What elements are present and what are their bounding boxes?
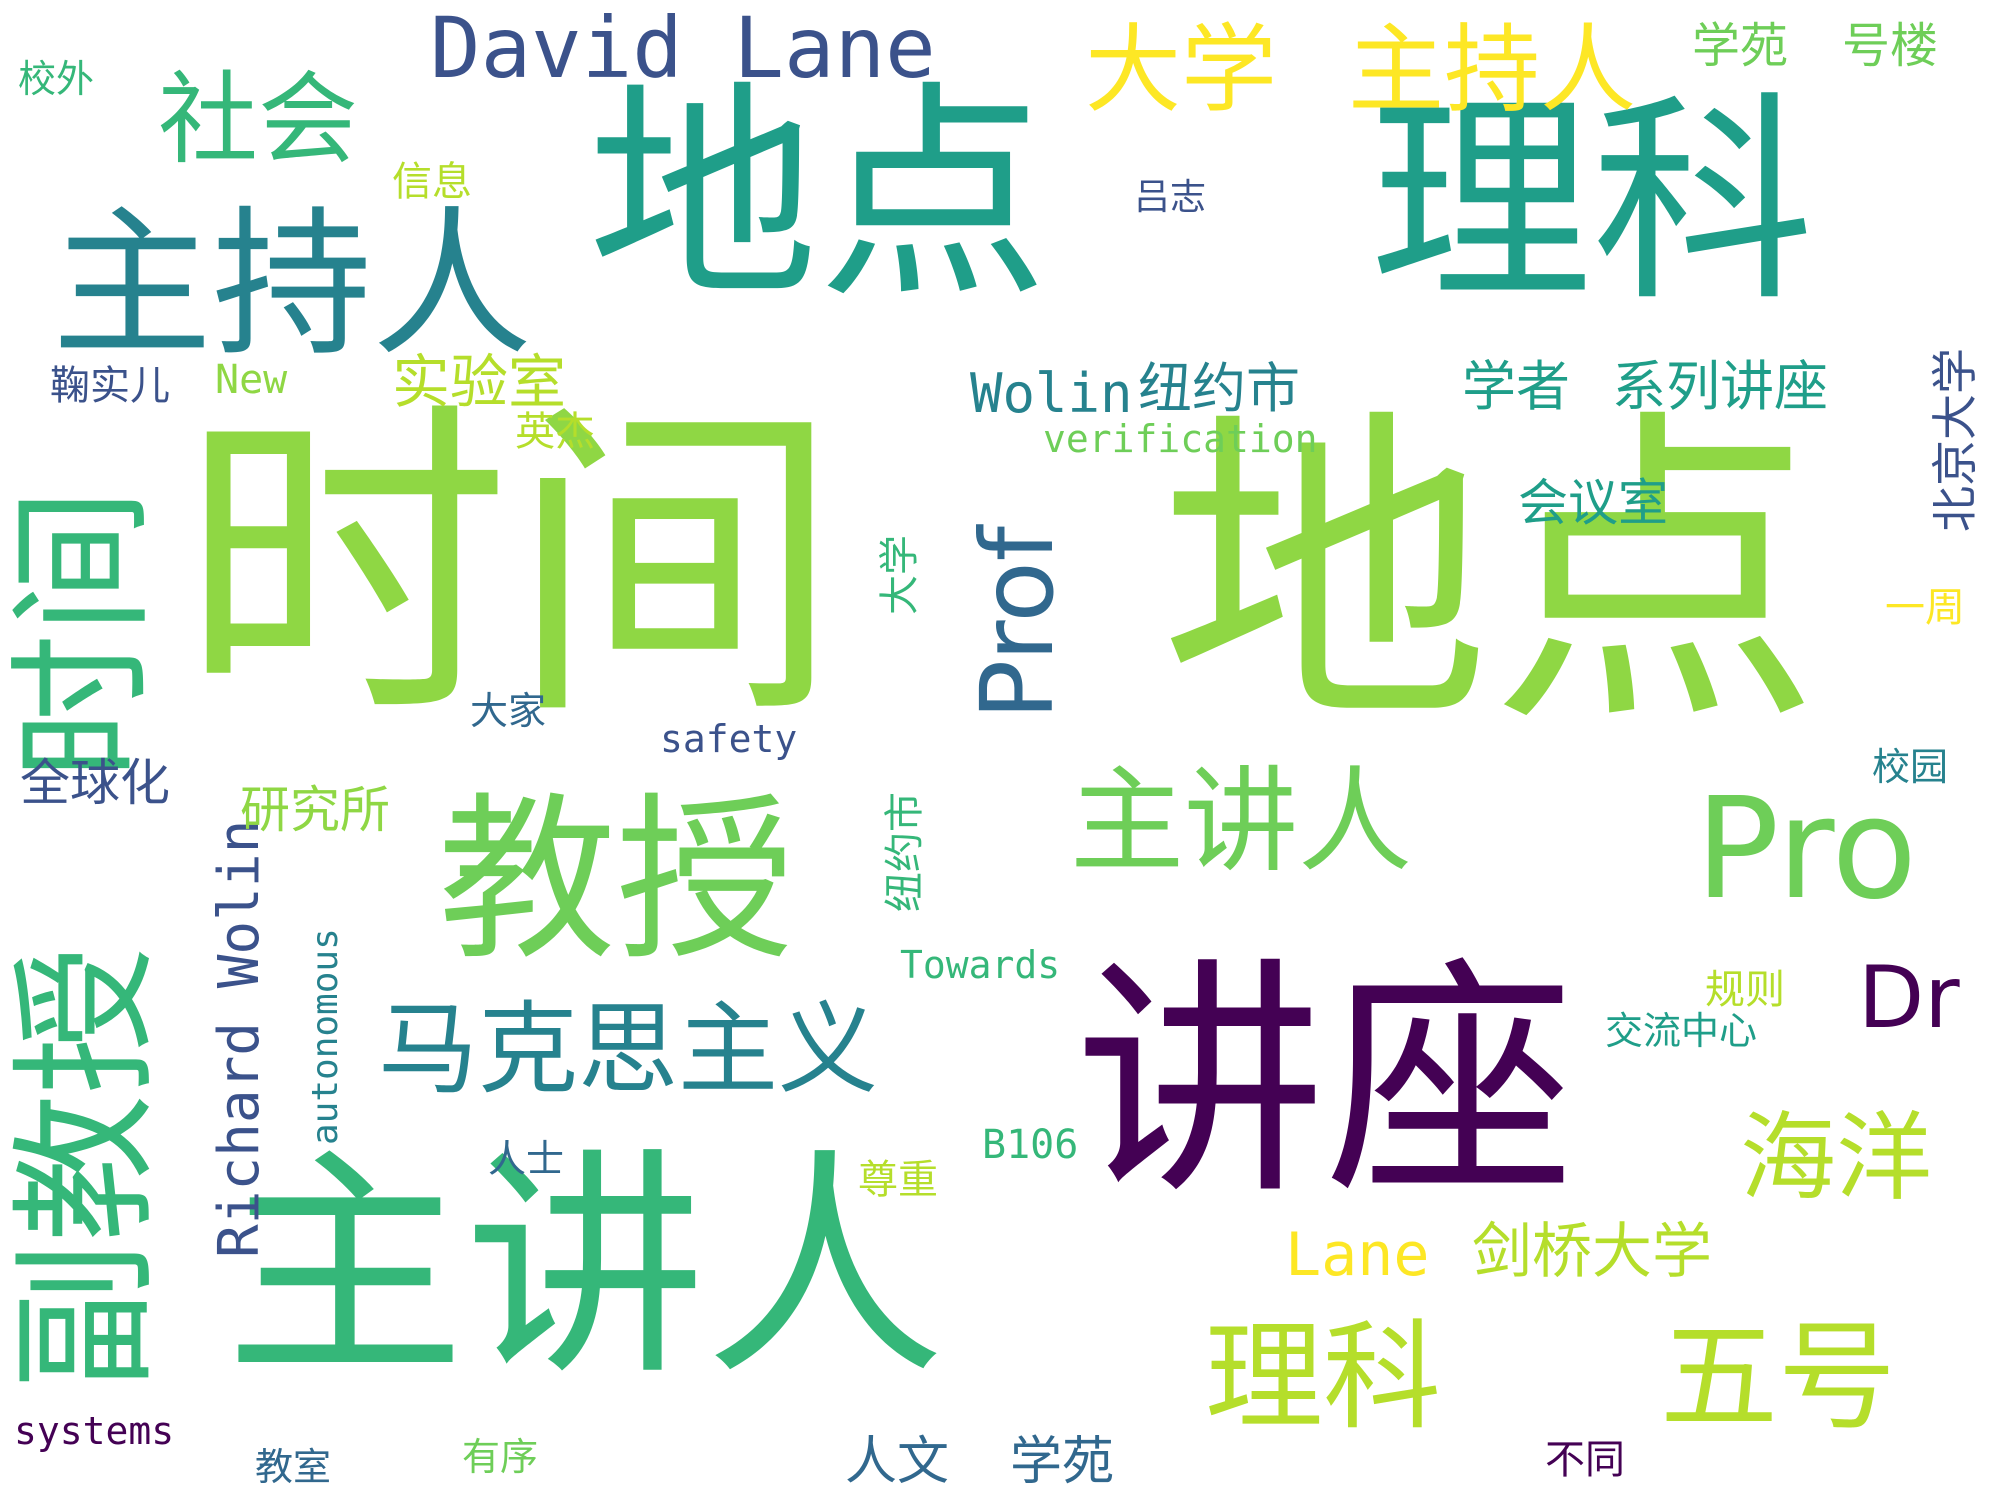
word: 吕志: [1134, 177, 1207, 218]
word: 主持人: [1348, 14, 1636, 126]
word: 尊重: [858, 1157, 938, 1203]
word: 地点: [588, 63, 1049, 330]
word: systems: [14, 1409, 175, 1453]
word: 实验室: [392, 348, 567, 416]
word: 有序: [462, 1435, 539, 1479]
word: 学苑: [1010, 1432, 1115, 1492]
word: safety: [660, 717, 798, 761]
word: 时间: [180, 375, 840, 759]
word: 纽约市: [882, 792, 928, 912]
word: 地点: [1160, 383, 1820, 767]
word: 主持人: [52, 191, 533, 378]
word: 大学: [877, 535, 923, 615]
word: David Lane: [430, 0, 936, 97]
word: 北京大学: [1928, 348, 1982, 532]
word: Wolin: [970, 362, 1133, 425]
word: 学苑: [1692, 18, 1789, 74]
word: 英杰: [515, 409, 595, 455]
word: Towards: [900, 943, 1061, 987]
word: 五号: [1660, 1308, 1897, 1446]
word: 大家: [470, 689, 547, 733]
word: 大学: [1085, 14, 1277, 126]
word: Dr: [1858, 948, 1960, 1048]
word: 交流中心: [1605, 1009, 1758, 1053]
word: 马克思主义: [378, 991, 878, 1108]
word: 规则: [1705, 967, 1785, 1013]
word: 主讲人: [1070, 755, 1413, 888]
word: 人文: [845, 1432, 950, 1492]
word: 讲座: [1075, 937, 1575, 1228]
word: verification: [1043, 417, 1318, 461]
word: New: [215, 357, 288, 403]
word: Lane: [1285, 1220, 1430, 1290]
word: 理科: [1205, 1308, 1442, 1446]
word: 全球化: [20, 754, 170, 812]
word: 信息: [392, 159, 472, 205]
word: 教室: [255, 1445, 332, 1489]
word: 副教授: [0, 946, 172, 1390]
word: B106: [982, 1122, 1079, 1168]
word: 会议室: [1518, 474, 1668, 532]
word: 理科: [1370, 74, 1814, 332]
word: 主讲人: [225, 1128, 946, 1408]
word: 研究所: [240, 781, 390, 839]
word: 鞠实儿: [50, 363, 170, 409]
word: 系列讲座: [1612, 355, 1828, 418]
word: autonomous: [305, 928, 346, 1145]
word: 号楼: [1842, 18, 1939, 74]
word: Pro: [1695, 768, 1918, 931]
word: 人士: [488, 1137, 565, 1181]
word: 不同: [1545, 1437, 1625, 1483]
word: Richard Wolin: [207, 819, 272, 1258]
word: Prof: [959, 526, 1076, 720]
word: 社会: [158, 61, 358, 178]
word: 时间: [0, 488, 168, 780]
word: 一周: [1885, 585, 1965, 631]
word: 教授: [438, 777, 794, 984]
word: 剑桥大学: [1472, 1217, 1712, 1287]
word: 校园: [1872, 745, 1949, 789]
word: 海洋: [1740, 1102, 1932, 1214]
word: 学者: [1462, 355, 1570, 418]
word: 校外: [18, 57, 95, 101]
word: 纽约市: [1138, 357, 1300, 420]
